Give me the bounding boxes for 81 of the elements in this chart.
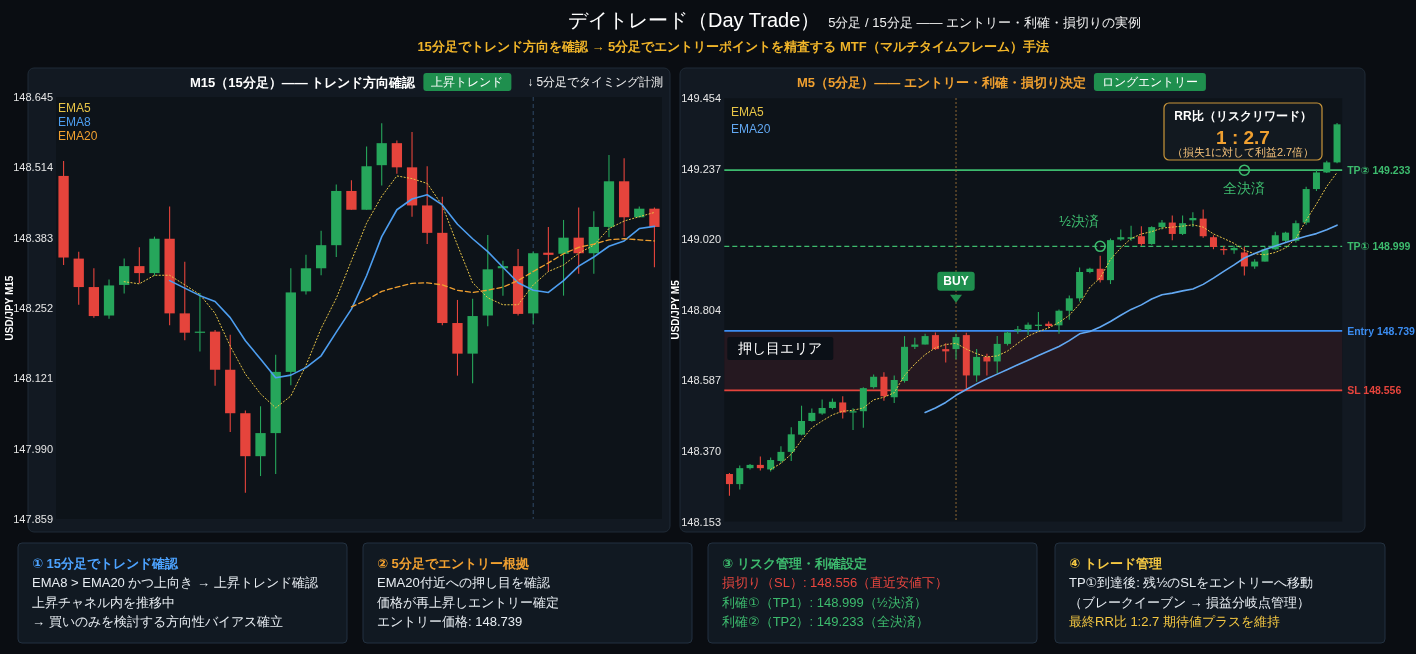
text: ④ トレード管理 bbox=[1069, 556, 1162, 571]
candlestick bbox=[818, 398, 826, 416]
candlestick bbox=[993, 335, 1001, 374]
candlestick bbox=[736, 465, 744, 491]
y-tick-label: 148.370 bbox=[681, 444, 721, 457]
text: 利確②（TP2）: 149.233（全決済） bbox=[722, 614, 929, 629]
text: SL 148.556 bbox=[1347, 384, 1402, 397]
annotation: 1 : 2.7 bbox=[1216, 126, 1270, 148]
candlestick bbox=[859, 386, 867, 429]
chart-title: M15（15分足）—— トレンド方向確認 bbox=[190, 74, 417, 90]
text: 価格が再上昇しエントリー確定 bbox=[377, 594, 559, 610]
y-tick-label: 149.454 bbox=[681, 92, 721, 105]
y-tick-label: 147.990 bbox=[13, 442, 53, 455]
text: 上昇チャネル内を推移中 bbox=[32, 594, 175, 610]
text: 上昇トレンド bbox=[431, 75, 504, 89]
candlestick bbox=[725, 472, 733, 497]
candlestick bbox=[543, 226, 554, 273]
text: EMA20付近への押し目を確認 bbox=[377, 575, 550, 590]
candlestick bbox=[315, 230, 327, 276]
candlestick bbox=[1312, 168, 1320, 192]
y-tick-label: 148.645 bbox=[13, 91, 53, 103]
y-tick-label: 148.587 bbox=[681, 374, 721, 387]
text: TP② 149.233 bbox=[1347, 164, 1411, 177]
annotation: BUY bbox=[943, 274, 969, 289]
text: → 買いのみを検討する方向性バイアス確立 bbox=[32, 614, 283, 629]
candlestick bbox=[134, 246, 145, 284]
text: TP①到達後: 残½のSLをエントリーへ移動 bbox=[1069, 575, 1314, 590]
text: 損切り（SL）: 148.556（直近安値下） bbox=[722, 575, 949, 590]
text: 15分足でトレンド方向を確認 → 5分足でエントリーポイントを精査する MTF（マルチタイムフレーム）手法 bbox=[417, 39, 1049, 54]
y-axis-title: USD/JPY M5 bbox=[669, 279, 681, 340]
candlestick bbox=[973, 348, 981, 383]
candlestick bbox=[346, 179, 357, 211]
candlestick bbox=[1065, 294, 1073, 321]
text: （ブレークイーブン → 損益分岐点管理） bbox=[1069, 594, 1311, 610]
text: TP① 148.999 bbox=[1347, 240, 1411, 253]
text: デイトレード（Day Trade） bbox=[568, 9, 821, 31]
candlestick bbox=[558, 219, 569, 297]
candlestick bbox=[798, 405, 806, 436]
text: EMA8 > EMA20 かつ上向き → 上昇トレンド確認 bbox=[32, 575, 318, 590]
chart-title: M5（5分足）—— エントリー・利確・損切り決定 bbox=[797, 74, 1086, 90]
band-label: 押し目エリア bbox=[738, 340, 823, 357]
candlestick bbox=[1137, 225, 1145, 247]
y-tick-label: 148.804 bbox=[681, 303, 721, 316]
text: エントリー価格: 148.739 bbox=[377, 614, 523, 629]
legend: EMA5 EMA8 EMA20 bbox=[58, 101, 98, 143]
text: ③ リスク管理・利確設定 bbox=[722, 556, 867, 571]
text: ロングエントリー bbox=[1101, 75, 1198, 89]
candlestick bbox=[300, 254, 312, 296]
y-tick-label: 149.237 bbox=[681, 162, 721, 175]
annotation: （損失1に対して利益2.7倍） bbox=[1171, 146, 1315, 158]
text: 最終RR比 1:2.7 期待値プラスを維持 bbox=[1069, 614, 1280, 629]
candlestick bbox=[839, 395, 847, 419]
text: Entry 148.739 bbox=[1347, 324, 1416, 337]
candlestick bbox=[849, 407, 857, 431]
candlestick bbox=[119, 258, 130, 295]
y-tick-label: 148.383 bbox=[13, 231, 53, 244]
line-series bbox=[350, 238, 656, 308]
y-tick-label: 148.252 bbox=[13, 302, 53, 314]
y-tick-label: 149.020 bbox=[681, 233, 721, 246]
y-tick-label: 147.859 bbox=[13, 513, 53, 525]
text: ② 5分足でエントリー根拠 bbox=[377, 556, 529, 571]
candlestick bbox=[255, 405, 266, 477]
text: ① 15分足でトレンド確認 bbox=[32, 556, 180, 571]
text: ↓ 5分足でタイミング計測 bbox=[527, 75, 664, 89]
y-tick-label: 148.153 bbox=[681, 515, 721, 528]
annotation: RR比（リスクリワード） bbox=[1174, 109, 1312, 123]
candlestick bbox=[787, 426, 795, 462]
candlestick bbox=[1199, 209, 1207, 239]
annotation: 全決済 bbox=[1223, 180, 1266, 197]
candlestick bbox=[1148, 225, 1156, 246]
candlestick bbox=[376, 122, 387, 187]
y-tick-label: 148.514 bbox=[13, 161, 53, 174]
candlestick bbox=[952, 333, 960, 360]
annotation: ½決済 bbox=[1059, 213, 1100, 230]
text: 5分足 / 15分足 —— エントリー・利確・損切りの実例 bbox=[828, 15, 1142, 30]
text: 利確①（TP1）: 148.999（½決済） bbox=[722, 594, 927, 610]
candlestick bbox=[649, 207, 660, 268]
candlestick bbox=[179, 261, 190, 341]
y-tick-label: 148.121 bbox=[13, 372, 53, 385]
legend: EMA5 EMA20 bbox=[731, 105, 771, 136]
candlestick bbox=[890, 374, 898, 404]
